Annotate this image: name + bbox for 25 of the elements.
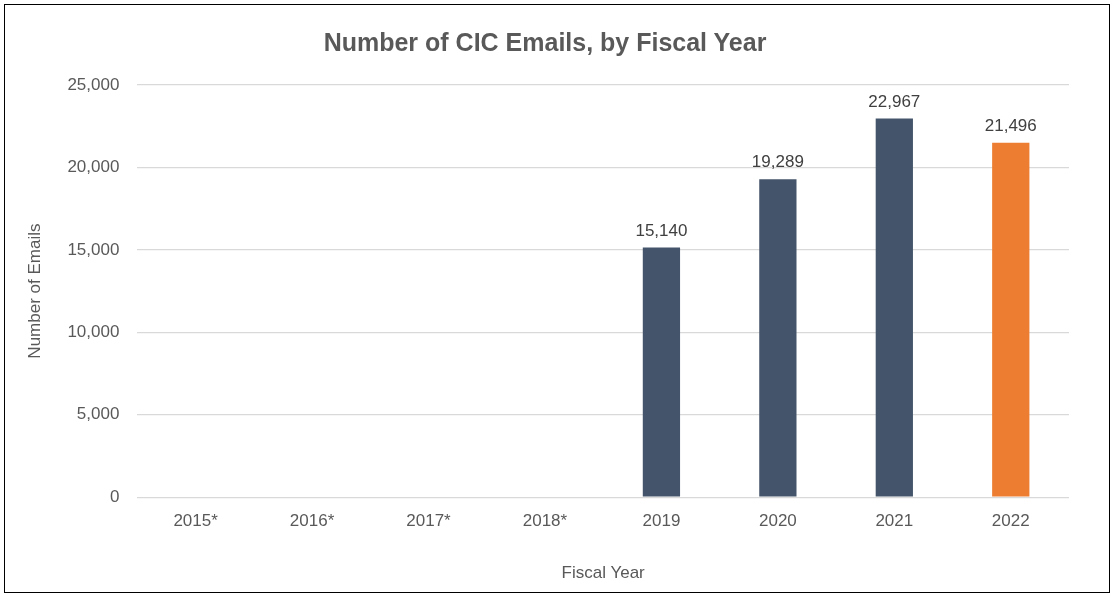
bar — [759, 179, 797, 497]
data-label: 15,140 — [635, 220, 688, 240]
y-axis-title: Number of Emails — [24, 223, 44, 359]
x-tick-label: 2016* — [289, 511, 335, 531]
x-axis-title: Fiscal Year — [561, 563, 646, 583]
x-tick-label: 2022 — [991, 511, 1030, 531]
x-tick-label: 2021 — [875, 511, 914, 531]
x-tick-label: 2017* — [406, 511, 452, 531]
x-tick-label: 2019 — [642, 511, 681, 531]
y-tick-label: 5,000 — [76, 404, 120, 424]
y-tick-label: 0 — [109, 486, 120, 506]
chart-title: Number of CIC Emails, by Fiscal Year — [323, 27, 767, 56]
data-label: 19,289 — [751, 152, 804, 172]
data-label: 22,967 — [868, 91, 921, 111]
y-tick-label: 25,000 — [67, 74, 120, 94]
x-tick-label: 2018* — [522, 511, 568, 531]
bar — [642, 247, 681, 497]
x-tick-label: 2015* — [173, 511, 219, 531]
y-tick-label: 10,000 — [67, 322, 120, 342]
data-label: 21,496 — [984, 115, 1037, 135]
bar — [992, 142, 1030, 497]
x-tick-label: 2020 — [758, 511, 797, 531]
bar — [875, 118, 913, 497]
y-tick-label: 20,000 — [67, 157, 120, 177]
y-tick-label: 15,000 — [67, 239, 120, 259]
